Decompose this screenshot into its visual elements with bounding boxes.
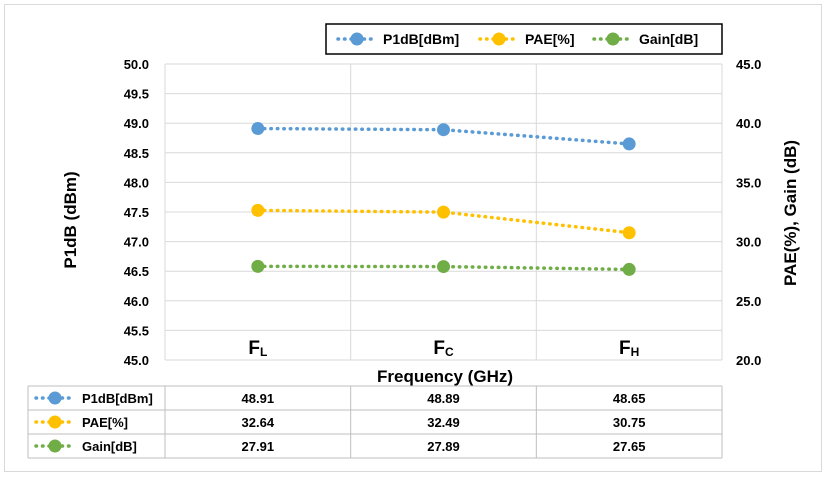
y-tick-label: 45.5 bbox=[124, 323, 149, 338]
y2-axis-title: PAE(%), Gain (dB) bbox=[781, 140, 800, 286]
data-point bbox=[437, 260, 450, 274]
table-series-name: PAE[%] bbox=[82, 415, 128, 430]
category-label: FL bbox=[248, 338, 267, 359]
table-cell-value: 27.91 bbox=[242, 439, 275, 454]
y-tick-label: 46.5 bbox=[124, 264, 149, 279]
legend-swatch-marker bbox=[606, 32, 620, 46]
table-cell-value: 48.65 bbox=[613, 391, 646, 406]
x-axis-title: Frequency (GHz) bbox=[377, 367, 513, 386]
table-series-name: Gain[dB] bbox=[82, 439, 137, 454]
data-point bbox=[622, 262, 636, 276]
y-tick-label: 48.0 bbox=[124, 175, 149, 190]
y-tick-label: 47.5 bbox=[124, 205, 149, 220]
table-series-name: P1dB[dBm] bbox=[82, 391, 153, 406]
legend: P1dB[dBm] PAE[%] Gain[dB] bbox=[325, 23, 723, 55]
y2-tick-label: 30.0 bbox=[736, 235, 761, 250]
y-tick-label: 47.0 bbox=[124, 235, 149, 250]
legend-swatch-marker bbox=[492, 32, 506, 46]
y2-tick-label: 45.0 bbox=[736, 57, 761, 72]
table-cell-value: 32.64 bbox=[242, 415, 275, 430]
category-label: FC bbox=[433, 338, 454, 359]
y-axis-title: P1dB (dBm) bbox=[61, 171, 80, 268]
table-cell-value: 48.91 bbox=[242, 391, 275, 406]
y2-tick-label: 20.0 bbox=[736, 353, 761, 368]
series-points bbox=[251, 122, 636, 276]
data-point bbox=[622, 226, 636, 240]
table-cell-value: 32.49 bbox=[427, 415, 460, 430]
legend-label: P1dB[dBm] bbox=[383, 31, 459, 47]
table-legend-marker bbox=[48, 415, 62, 429]
y2-tick-label: 35.0 bbox=[736, 175, 761, 190]
y-tick-label: 49.5 bbox=[124, 87, 149, 102]
legend-swatch-marker bbox=[350, 32, 364, 46]
data-point bbox=[437, 123, 450, 137]
category-labels: FL FC FH bbox=[248, 338, 639, 359]
y2-tick-label: 25.0 bbox=[736, 294, 761, 309]
y-tick-label: 48.5 bbox=[124, 146, 149, 161]
table-cell-value: 27.89 bbox=[427, 439, 460, 454]
y2-tick-label: 40.0 bbox=[736, 116, 761, 131]
left-axis-ticks: 50.0 49.5 49.0 48.5 48.0 47.5 47.0 46.5 46.0 45.5… bbox=[124, 57, 149, 368]
chart-frame bbox=[4, 4, 822, 472]
y-tick-label: 49.0 bbox=[124, 116, 149, 131]
y-tick-label: 45.0 bbox=[124, 353, 149, 368]
legend-box bbox=[325, 23, 723, 55]
right-axis-ticks: 45.0 40.0 35.0 30.0 25.0 20.0 bbox=[736, 57, 761, 368]
table-cell-value: 30.75 bbox=[613, 415, 646, 430]
data-point bbox=[437, 205, 450, 219]
category-label: FH bbox=[619, 338, 639, 359]
table-legend-marker bbox=[48, 439, 62, 453]
data-point bbox=[622, 137, 636, 151]
data-point bbox=[251, 203, 265, 217]
y-tick-label: 46.0 bbox=[124, 294, 149, 309]
series-lines bbox=[256, 126, 631, 272]
data-table: P1dB[dBm] 48.91 48.89 48.65 PAE[%] 32.64 32.49… bbox=[27, 385, 723, 459]
table-legend-marker bbox=[48, 391, 62, 405]
table-cell-value: 27.65 bbox=[613, 439, 646, 454]
y-tick-label: 50.0 bbox=[124, 57, 149, 72]
legend-label: Gain[dB] bbox=[639, 31, 698, 47]
data-point bbox=[251, 122, 265, 136]
table-cell-value: 48.89 bbox=[427, 391, 460, 406]
legend-label: PAE[%] bbox=[525, 31, 575, 47]
data-point bbox=[251, 259, 265, 273]
